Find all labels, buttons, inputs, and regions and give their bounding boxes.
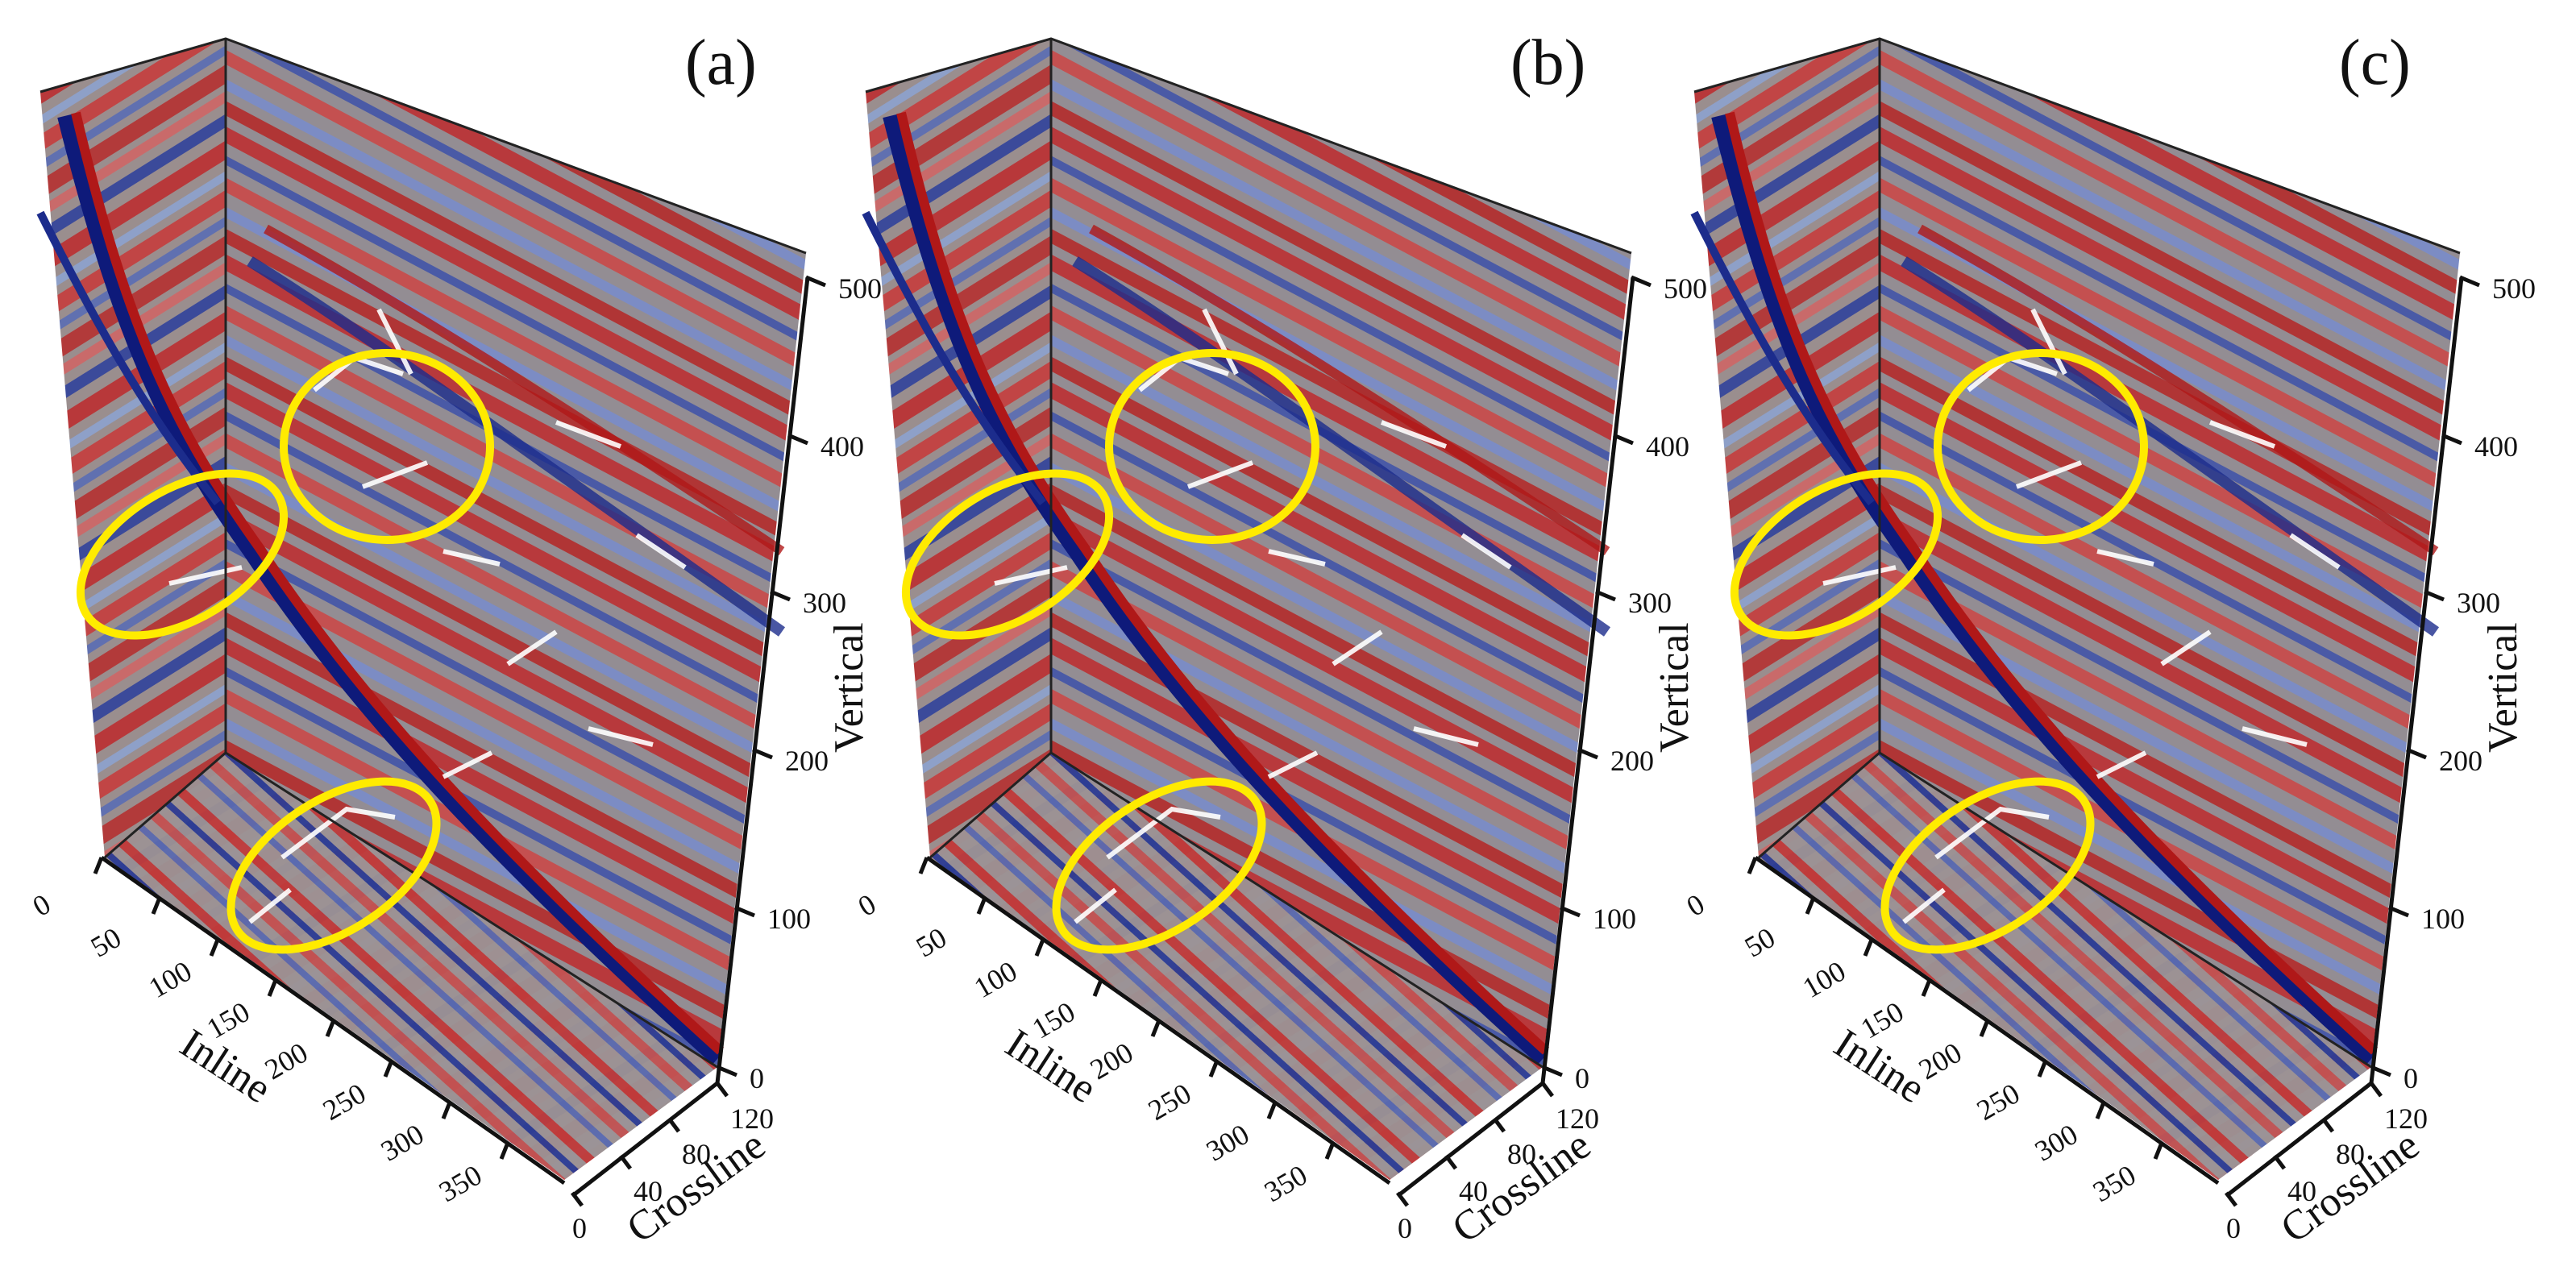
inline-tick-label: 300 [376,1118,430,1168]
seismic-volume-c [1694,39,2479,1206]
crossline-tick-label: 0 [572,1212,587,1244]
vertical-tick-label: 100 [767,903,811,935]
vertical-tick-label: 300 [2457,587,2500,619]
inline-tick-label: 300 [2030,1118,2084,1168]
vertical-axis-title: Vertical [1652,622,1697,753]
inline-tick-label: 50 [1739,921,1780,964]
crossline-tick-label: 40 [1459,1175,1488,1207]
crossline-tick-label: 80 [2336,1138,2365,1170]
vertical-tick-label: 500 [838,272,882,305]
seismic-volume-b [866,39,1651,1206]
panel-b [866,39,1651,1206]
inline-tick-label: 50 [85,921,127,964]
inline-tick-label: 250 [318,1077,372,1127]
panel-label: (a) [685,27,757,98]
inline-tick-label: 100 [1797,954,1851,1004]
figure-content: (a)0100200300400500Vertical0501001502002… [27,27,2536,1252]
crossline-tick-label: 120 [1556,1103,1599,1135]
crossline-tick-label: 80 [1507,1138,1536,1170]
inline-tick-label: 0 [1681,887,1710,923]
crossline-tick-label: 120 [2384,1103,2428,1135]
vertical-tick-label: 400 [1646,430,1689,463]
inline-tick-label: 50 [911,921,952,964]
inline-tick-label: 100 [969,954,1023,1004]
inline-tick-label: 350 [434,1158,488,1208]
crossline-tick-label: 40 [634,1175,663,1207]
seismic-volume-a [40,39,825,1206]
crossline-tick-label: 0 [2226,1212,2241,1244]
crossline-tick-label: 120 [730,1103,774,1135]
vertical-tick-label: 400 [821,430,864,463]
vertical-tick-label: 0 [1575,1062,1589,1094]
crossline-tick-label: 80 [682,1138,711,1170]
panel-a [40,39,825,1206]
panel-label: (b) [1510,27,1585,98]
vertical-tick-label: 100 [2421,903,2465,935]
vertical-tick-label: 200 [1610,745,1654,777]
inline-tick-label: 350 [2088,1158,2142,1208]
vertical-tick-label: 300 [1628,587,1672,619]
vertical-tick-label: 300 [803,587,846,619]
inline-tick-label: 250 [1143,1077,1197,1127]
vertical-tick-label: 100 [1593,903,1636,935]
vertical-tick-label: 0 [2404,1062,2418,1094]
inline-tick-label: 350 [1259,1158,1313,1208]
crossline-tick-label: 40 [2287,1175,2316,1207]
vertical-tick-label: 400 [2474,430,2518,463]
inline-tick-label: 100 [143,954,197,1004]
vertical-tick-label: 200 [785,745,829,777]
vertical-tick-label: 200 [2439,745,2483,777]
inline-tick-label: 0 [853,887,882,923]
crossline-tick-label: 0 [1398,1212,1412,1244]
inline-tick-label: 250 [1971,1077,2025,1127]
inline-tick-label: 0 [27,887,56,923]
vertical-tick-label: 500 [1664,272,1707,305]
inline-tick-label: 300 [1201,1118,1255,1168]
vertical-tick-label: 0 [750,1062,764,1094]
vertical-tick-label: 500 [2492,272,2536,305]
vertical-axis-title: Vertical [826,622,872,753]
vertical-axis-title: Vertical [2480,622,2526,753]
panel-c [1694,39,2479,1206]
panel-label: (c) [2339,27,2411,98]
